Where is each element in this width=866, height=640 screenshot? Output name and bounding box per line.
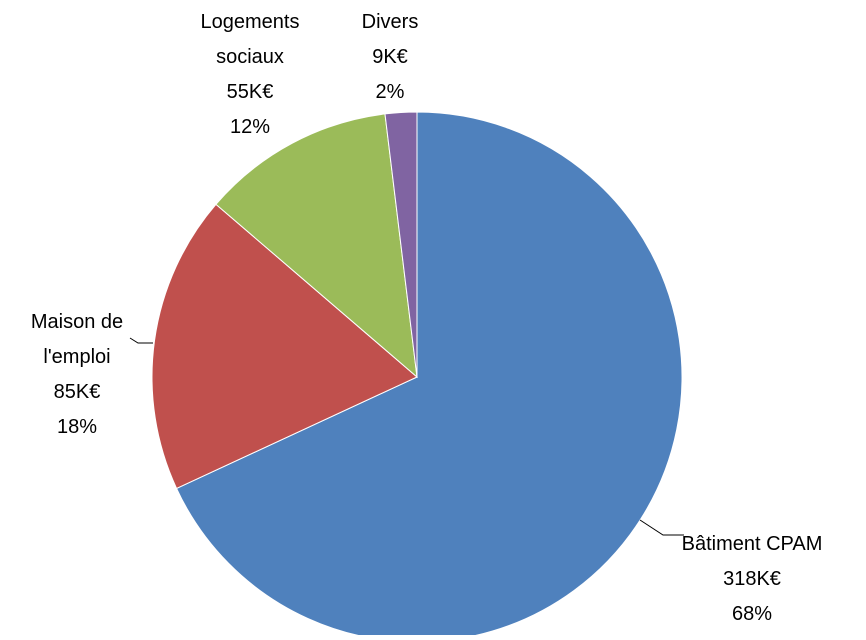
percent-label-divers: 2% xyxy=(376,81,405,103)
pie-slice-maison-de-l-emploi xyxy=(151,203,418,490)
value-label-maison-de-l-emploi: 85K€ xyxy=(54,381,101,403)
pie-slice-divers xyxy=(384,111,418,378)
category-label-maison-de-l-emploi: l'emploi xyxy=(43,346,110,368)
category-label-logements-sociaux: sociaux xyxy=(216,46,284,68)
leader-line-b-timent-cpam xyxy=(639,519,684,536)
pie-slice-logements-sociaux xyxy=(215,113,418,379)
data-labels: Bâtiment CPAM 318K€ 68% Maison de l'emploi 85… xyxy=(31,11,823,625)
category-label-b-timent-cpam: Bâtiment CPAM xyxy=(682,533,823,555)
category-label-divers: Divers xyxy=(362,11,419,33)
pie-slices xyxy=(151,111,683,640)
category-label-logements-sociaux: Logements xyxy=(201,11,300,33)
value-label-divers: 9K€ xyxy=(372,46,408,68)
category-label-maison-de-l-emploi: Maison de xyxy=(31,311,123,333)
value-label-b-timent-cpam: 318K€ xyxy=(723,568,781,590)
percent-label-b-timent-cpam: 68% xyxy=(732,603,772,625)
value-label-logements-sociaux: 55K€ xyxy=(227,81,274,103)
leader-lines xyxy=(129,337,684,536)
percent-label-maison-de-l-emploi: 18% xyxy=(57,416,97,438)
percent-label-logements-sociaux: 12% xyxy=(230,116,270,138)
leader-line-maison-de-l-emploi xyxy=(129,337,153,344)
